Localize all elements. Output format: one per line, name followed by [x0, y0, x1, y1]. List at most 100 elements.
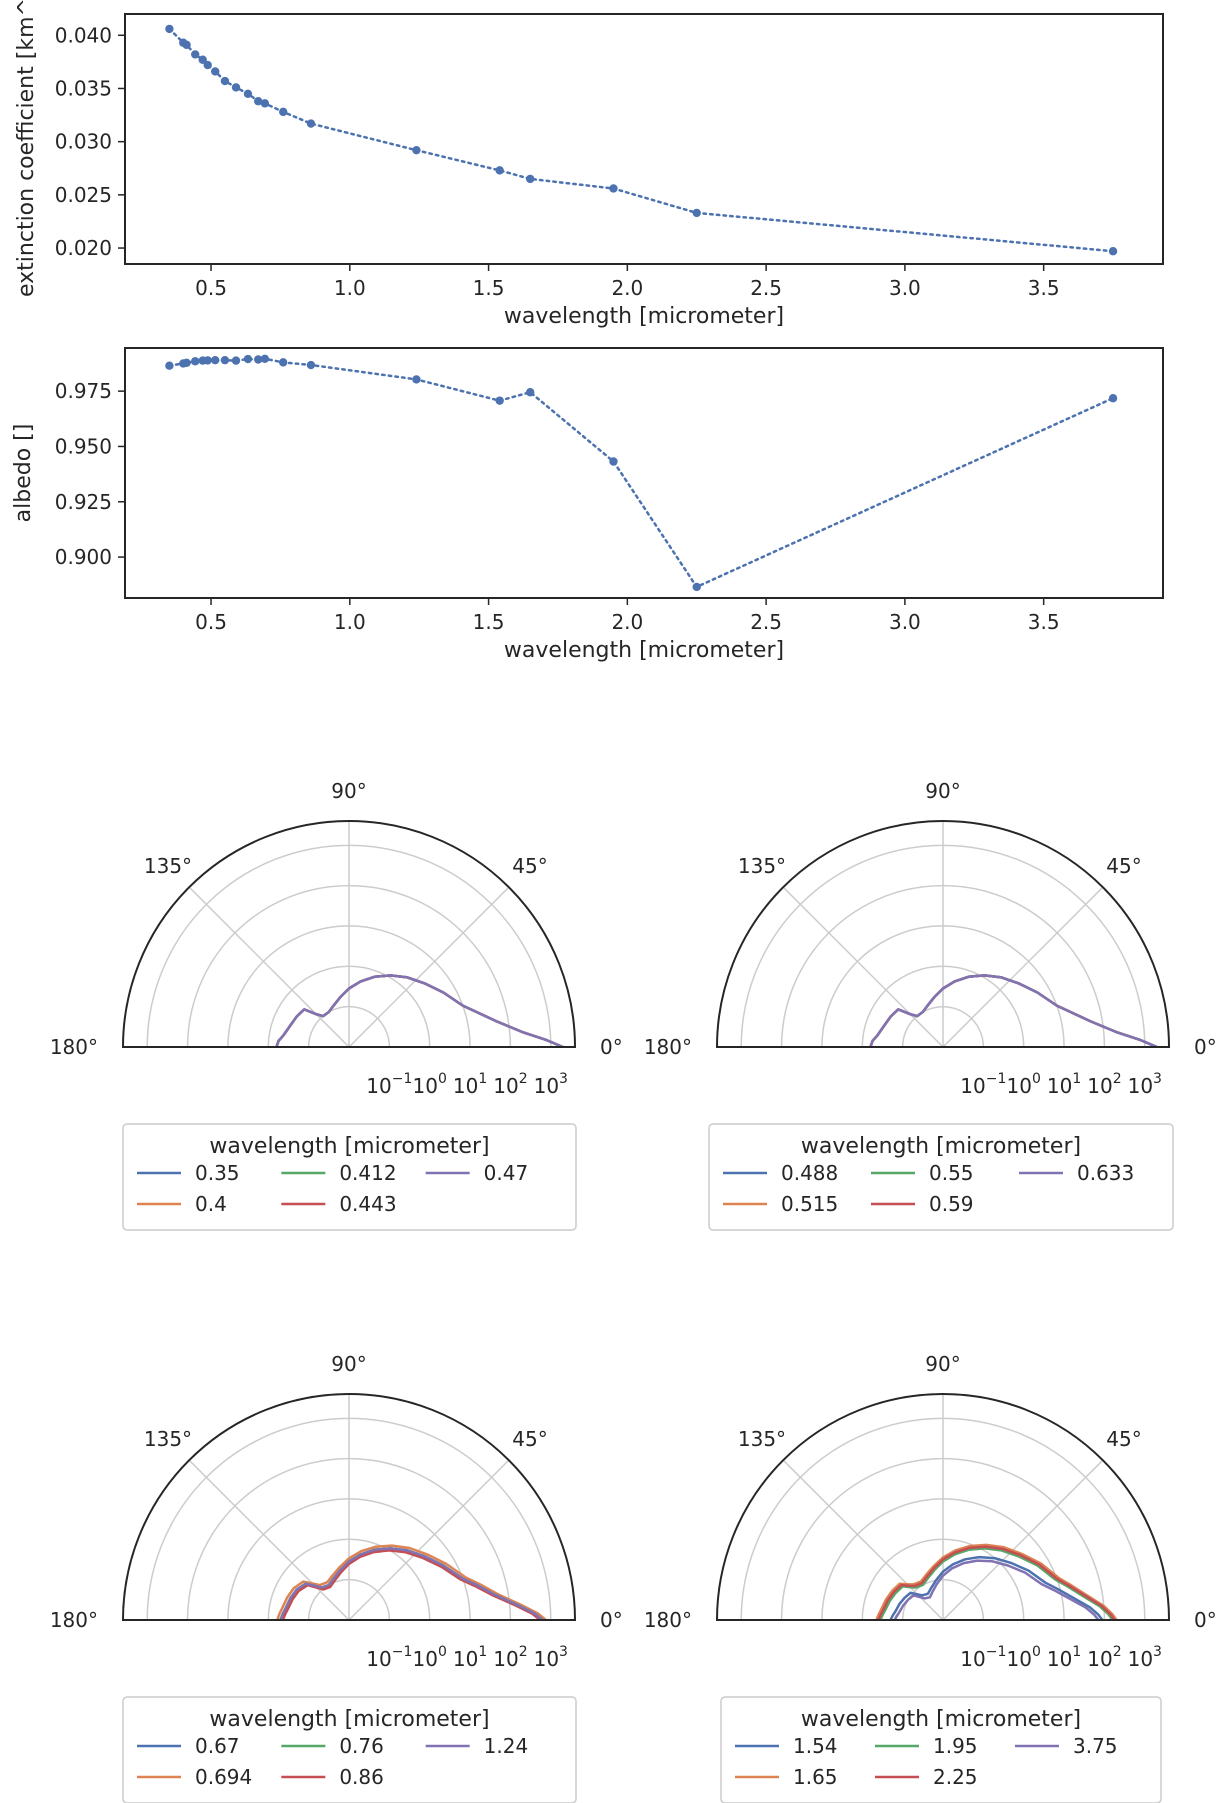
theta-tick-label: 0° — [1194, 1608, 1217, 1632]
x-tick-label: 0.5 — [195, 610, 227, 634]
r-tick-label: 10−1 — [366, 1071, 412, 1098]
legend-title: wavelength [micrometer] — [801, 1707, 1081, 1732]
phase-curve — [275, 974, 564, 1049]
legend-label: 0.86 — [339, 1765, 384, 1789]
legend-label: 1.54 — [793, 1734, 838, 1758]
y-tick-label: 0.020 — [55, 236, 112, 260]
theta-tick-label: 180° — [644, 1608, 692, 1632]
theta-tick-label: 45° — [512, 854, 547, 878]
phase-curve — [893, 1559, 1100, 1621]
phase-curve — [869, 974, 1158, 1049]
legend-label: 0.515 — [781, 1192, 838, 1216]
legend-label: 0.633 — [1077, 1161, 1134, 1185]
x-tick-label: 1.5 — [473, 610, 505, 634]
y-tick-label: 0.025 — [55, 183, 112, 207]
plot-frame — [124, 13, 1164, 265]
x-tick-label: 0.5 — [195, 276, 227, 300]
data-point — [243, 89, 253, 98]
theta-grid-line — [348, 886, 510, 1048]
data-point — [198, 55, 207, 64]
data-point — [495, 396, 504, 405]
x-tick-label: 2.0 — [611, 610, 643, 634]
r-tick-label: 100 — [413, 1644, 447, 1671]
legend-label: 2.25 — [933, 1765, 978, 1789]
legend-box — [708, 1123, 1174, 1231]
data-point — [412, 145, 421, 155]
legend-title: wavelength [micrometer] — [209, 1707, 489, 1732]
x-tick-label: 2.5 — [750, 276, 782, 300]
theta-tick-label: 45° — [512, 1427, 547, 1451]
theta-grid-line — [188, 1459, 350, 1621]
phase-curve — [275, 974, 564, 1049]
r-tick-label: 10−1 — [366, 1644, 412, 1671]
theta-grid-line — [942, 1459, 1104, 1621]
data-line — [168, 27, 1115, 253]
phase-curve — [281, 1549, 542, 1621]
polar-frame — [121, 1393, 577, 1621]
theta-tick-label: 90° — [331, 779, 366, 803]
data-point — [191, 50, 200, 59]
legend-label: 0.55 — [929, 1161, 974, 1185]
legend: wavelength [micrometer]0.488 0.515 0.55 0.5… — [708, 1123, 1174, 1231]
theta-tick-label: 135° — [738, 854, 786, 878]
data-point — [220, 355, 230, 365]
phase-curve — [869, 974, 1158, 1049]
theta-grid-line — [348, 1459, 510, 1621]
legend-label: 0.47 — [484, 1161, 529, 1185]
legend-title: wavelength [micrometer] — [801, 1134, 1081, 1159]
x-tick-label: 1.0 — [334, 610, 366, 634]
line-chart-1: 0.5 1.0 1.5 2.0 2.5 3.0 3.5 wavelength [microme… — [14, 0, 1164, 329]
data-point — [231, 356, 241, 365]
data-point — [260, 354, 270, 364]
y-tick-label: 0.040 — [55, 23, 112, 47]
x-tick-label: 1.5 — [473, 276, 505, 300]
legend-label: 1.65 — [793, 1765, 838, 1789]
polar-chart-2: 0° 45° 90° 135° 180° 10−1 100 101 102 103 waveleng… — [644, 779, 1217, 1231]
phase-curve — [889, 1555, 1104, 1621]
y-tick-label: 0.925 — [55, 490, 112, 514]
data-point — [203, 60, 212, 70]
data-point — [306, 119, 316, 128]
theta-tick-label: 135° — [144, 854, 192, 878]
phase-curve — [869, 974, 1158, 1049]
theta-tick-label: 90° — [925, 1352, 960, 1376]
r-tick-label: 101 — [1047, 1644, 1081, 1671]
data-point — [165, 24, 174, 34]
data-point — [260, 99, 270, 108]
phase-curve — [869, 974, 1158, 1049]
theta-grid-line — [188, 886, 350, 1048]
polar-frame — [715, 1393, 1171, 1621]
r-tick-label: 102 — [493, 1071, 527, 1098]
data-line — [168, 357, 1115, 589]
theta-grid-line — [942, 886, 1104, 1048]
data-point — [692, 208, 701, 218]
data-point — [191, 357, 200, 366]
r-tick-label: 100 — [1007, 1644, 1041, 1671]
polar-chart-4: 0° 45° 90° 135° 180° 10−1 100 101 102 103 waveleng… — [644, 1352, 1217, 1803]
polar-frame — [121, 820, 577, 1048]
x-tick-label: 1.0 — [334, 276, 366, 300]
line-chart-2: 0.5 1.0 1.5 2.0 2.5 3.0 3.5 wavelength [microme… — [11, 347, 1164, 663]
theta-tick-label: 0° — [1194, 1035, 1217, 1059]
data-point — [1108, 247, 1118, 256]
r-tick-label: 103 — [1128, 1644, 1162, 1671]
r-tick-label: 101 — [453, 1071, 487, 1098]
data-point — [211, 355, 220, 365]
polar-frame — [715, 820, 1171, 1048]
r-tick-label: 102 — [1087, 1071, 1121, 1098]
x-tick-label: 2.5 — [750, 610, 782, 634]
y-tick-label: 0.975 — [55, 379, 112, 403]
line-charts: 0.5 1.0 1.5 2.0 2.5 3.0 3.5 wavelength [microme… — [11, 0, 1164, 663]
y-axis-label: albedo [] — [11, 424, 36, 523]
legend-label: 0.412 — [339, 1161, 396, 1185]
legend-label: 1.95 — [933, 1734, 978, 1758]
theta-tick-label: 45° — [1106, 1427, 1141, 1451]
legend-label: 0.4 — [195, 1192, 227, 1216]
r-tick-label: 103 — [1128, 1071, 1162, 1098]
theta-tick-label: 180° — [50, 1035, 98, 1059]
r-tick-label: 102 — [493, 1644, 527, 1671]
x-tick-label: 3.0 — [889, 276, 921, 300]
x-axis-label: wavelength [micrometer] — [504, 638, 784, 663]
theta-tick-label: 135° — [738, 1427, 786, 1451]
